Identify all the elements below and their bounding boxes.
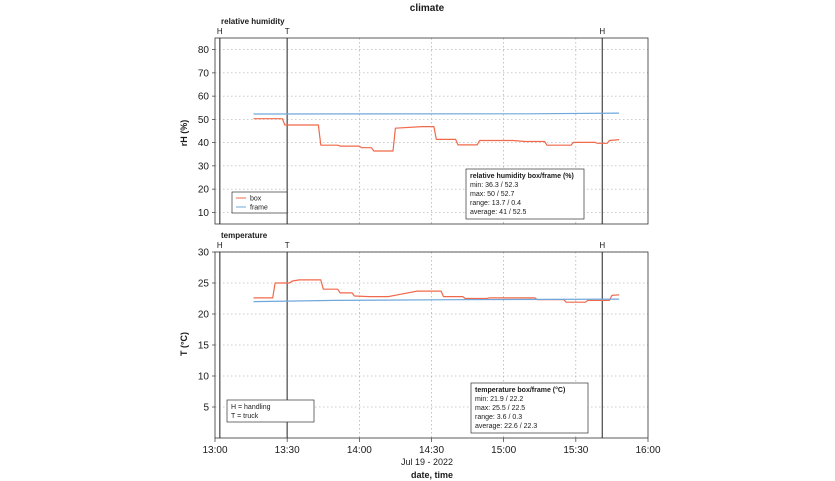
temperature-stats-max: max: 25.5 / 22.5 bbox=[475, 405, 525, 412]
humidity-panel: relative humidity rH (%) 10 20 30 40 50 60 70 8… bbox=[179, 17, 649, 225]
x-tick-label: 15:00 bbox=[491, 445, 516, 456]
humidity-stats-max: max: 50 / 52.7 bbox=[470, 191, 514, 198]
y-tick-label: 30 bbox=[198, 248, 210, 259]
y-tick-label: 25 bbox=[198, 279, 210, 290]
humidity-legend-frame bbox=[231, 191, 288, 214]
legend-frame-label: frame bbox=[250, 205, 268, 212]
humidity-stats-average: average: 41 / 52.5 bbox=[470, 209, 527, 216]
humidity-plot-frame bbox=[214, 37, 649, 225]
y-tick-label: 5 bbox=[203, 403, 209, 414]
humidity-stats-frame bbox=[465, 168, 585, 220]
humidity-panel-title: relative humidity bbox=[221, 17, 285, 26]
x-tick-label: 14:30 bbox=[419, 445, 444, 456]
y-tick-label: 10 bbox=[198, 372, 210, 383]
box-series-line bbox=[253, 118, 620, 152]
temperature-legend: H = handling T = truck bbox=[226, 399, 315, 423]
x-tick-label: 14:00 bbox=[347, 445, 372, 456]
humidity-ylabel: rH (%) bbox=[179, 120, 189, 147]
event-label: H bbox=[217, 241, 223, 250]
temperature-panel-title: temperature bbox=[221, 231, 268, 240]
x-tick-label: 13:00 bbox=[202, 445, 227, 456]
y-tick-label: 80 bbox=[198, 45, 210, 56]
x-tick-label: 15:30 bbox=[563, 445, 588, 456]
chart-title: climate bbox=[410, 3, 445, 14]
frame-series-line bbox=[253, 298, 620, 303]
y-tick-label: 20 bbox=[198, 185, 210, 196]
legend-handling-label: H = handling bbox=[231, 404, 271, 411]
humidity-stats-box: relative humidity box/frame (%) min: 36.… bbox=[465, 168, 585, 220]
temperature-panel: temperature T (°C) 5 10 15 20 25 30 H T H H = h… bbox=[179, 231, 649, 439]
temperature-stats-box: temperature box/frame (°C) min: 21.9 / 2… bbox=[470, 382, 589, 434]
legend-truck-label: T = truck bbox=[231, 413, 259, 420]
y-tick-label: 50 bbox=[198, 115, 210, 126]
legend-box-label: box bbox=[250, 196, 262, 203]
y-tick-label: 40 bbox=[198, 138, 210, 149]
y-tick-label: 20 bbox=[198, 310, 210, 321]
event-label: H bbox=[217, 27, 223, 36]
x-axis-label: date, time bbox=[411, 470, 453, 480]
humidity-legend: box frame bbox=[231, 191, 288, 214]
event-label: H bbox=[599, 241, 605, 250]
box-series-line bbox=[253, 279, 620, 303]
temperature-y-ticks: 5 10 15 20 25 30 bbox=[198, 248, 215, 414]
event-label: H bbox=[599, 27, 605, 36]
frame-series-line bbox=[253, 112, 620, 115]
humidity-series bbox=[253, 112, 620, 152]
temperature-stats-range: range: 3.6 / 0.3 bbox=[475, 414, 522, 421]
temperature-stats-title: temperature box/frame (°C) bbox=[475, 386, 565, 394]
date-label: Jul 19 - 2022 bbox=[401, 457, 453, 467]
temperature-stats-average: average: 22.6 / 22.3 bbox=[475, 423, 537, 430]
y-tick-label: 70 bbox=[198, 68, 210, 79]
humidity-y-ticks: 10 20 30 40 50 60 70 80 bbox=[198, 45, 215, 219]
humidity-stats-min: min: 36.3 / 52.3 bbox=[470, 182, 518, 189]
event-label: T bbox=[285, 241, 290, 250]
event-label: T bbox=[285, 27, 290, 36]
temperature-ylabel: T (°C) bbox=[179, 332, 189, 356]
humidity-stats-title: relative humidity box/frame (%) bbox=[470, 173, 574, 180]
temperature-stats-frame bbox=[470, 382, 589, 434]
temperature-legend-frame bbox=[226, 399, 315, 423]
y-tick-label: 60 bbox=[198, 92, 210, 103]
temperature-series bbox=[253, 279, 620, 303]
humidity-stats-range: range: 13.7 / 0.4 bbox=[470, 200, 521, 207]
x-axis-ticks: 13:00 13:30 14:00 14:30 15:00 15:30 16:00 bbox=[202, 438, 661, 456]
x-tick-label: 16:00 bbox=[635, 445, 660, 456]
y-tick-label: 15 bbox=[198, 341, 210, 352]
y-tick-label: 10 bbox=[198, 208, 210, 219]
y-tick-label: 30 bbox=[198, 161, 210, 172]
temperature-stats-min: min: 21.9 / 22.2 bbox=[475, 396, 523, 403]
x-tick-label: 13:30 bbox=[275, 445, 300, 456]
